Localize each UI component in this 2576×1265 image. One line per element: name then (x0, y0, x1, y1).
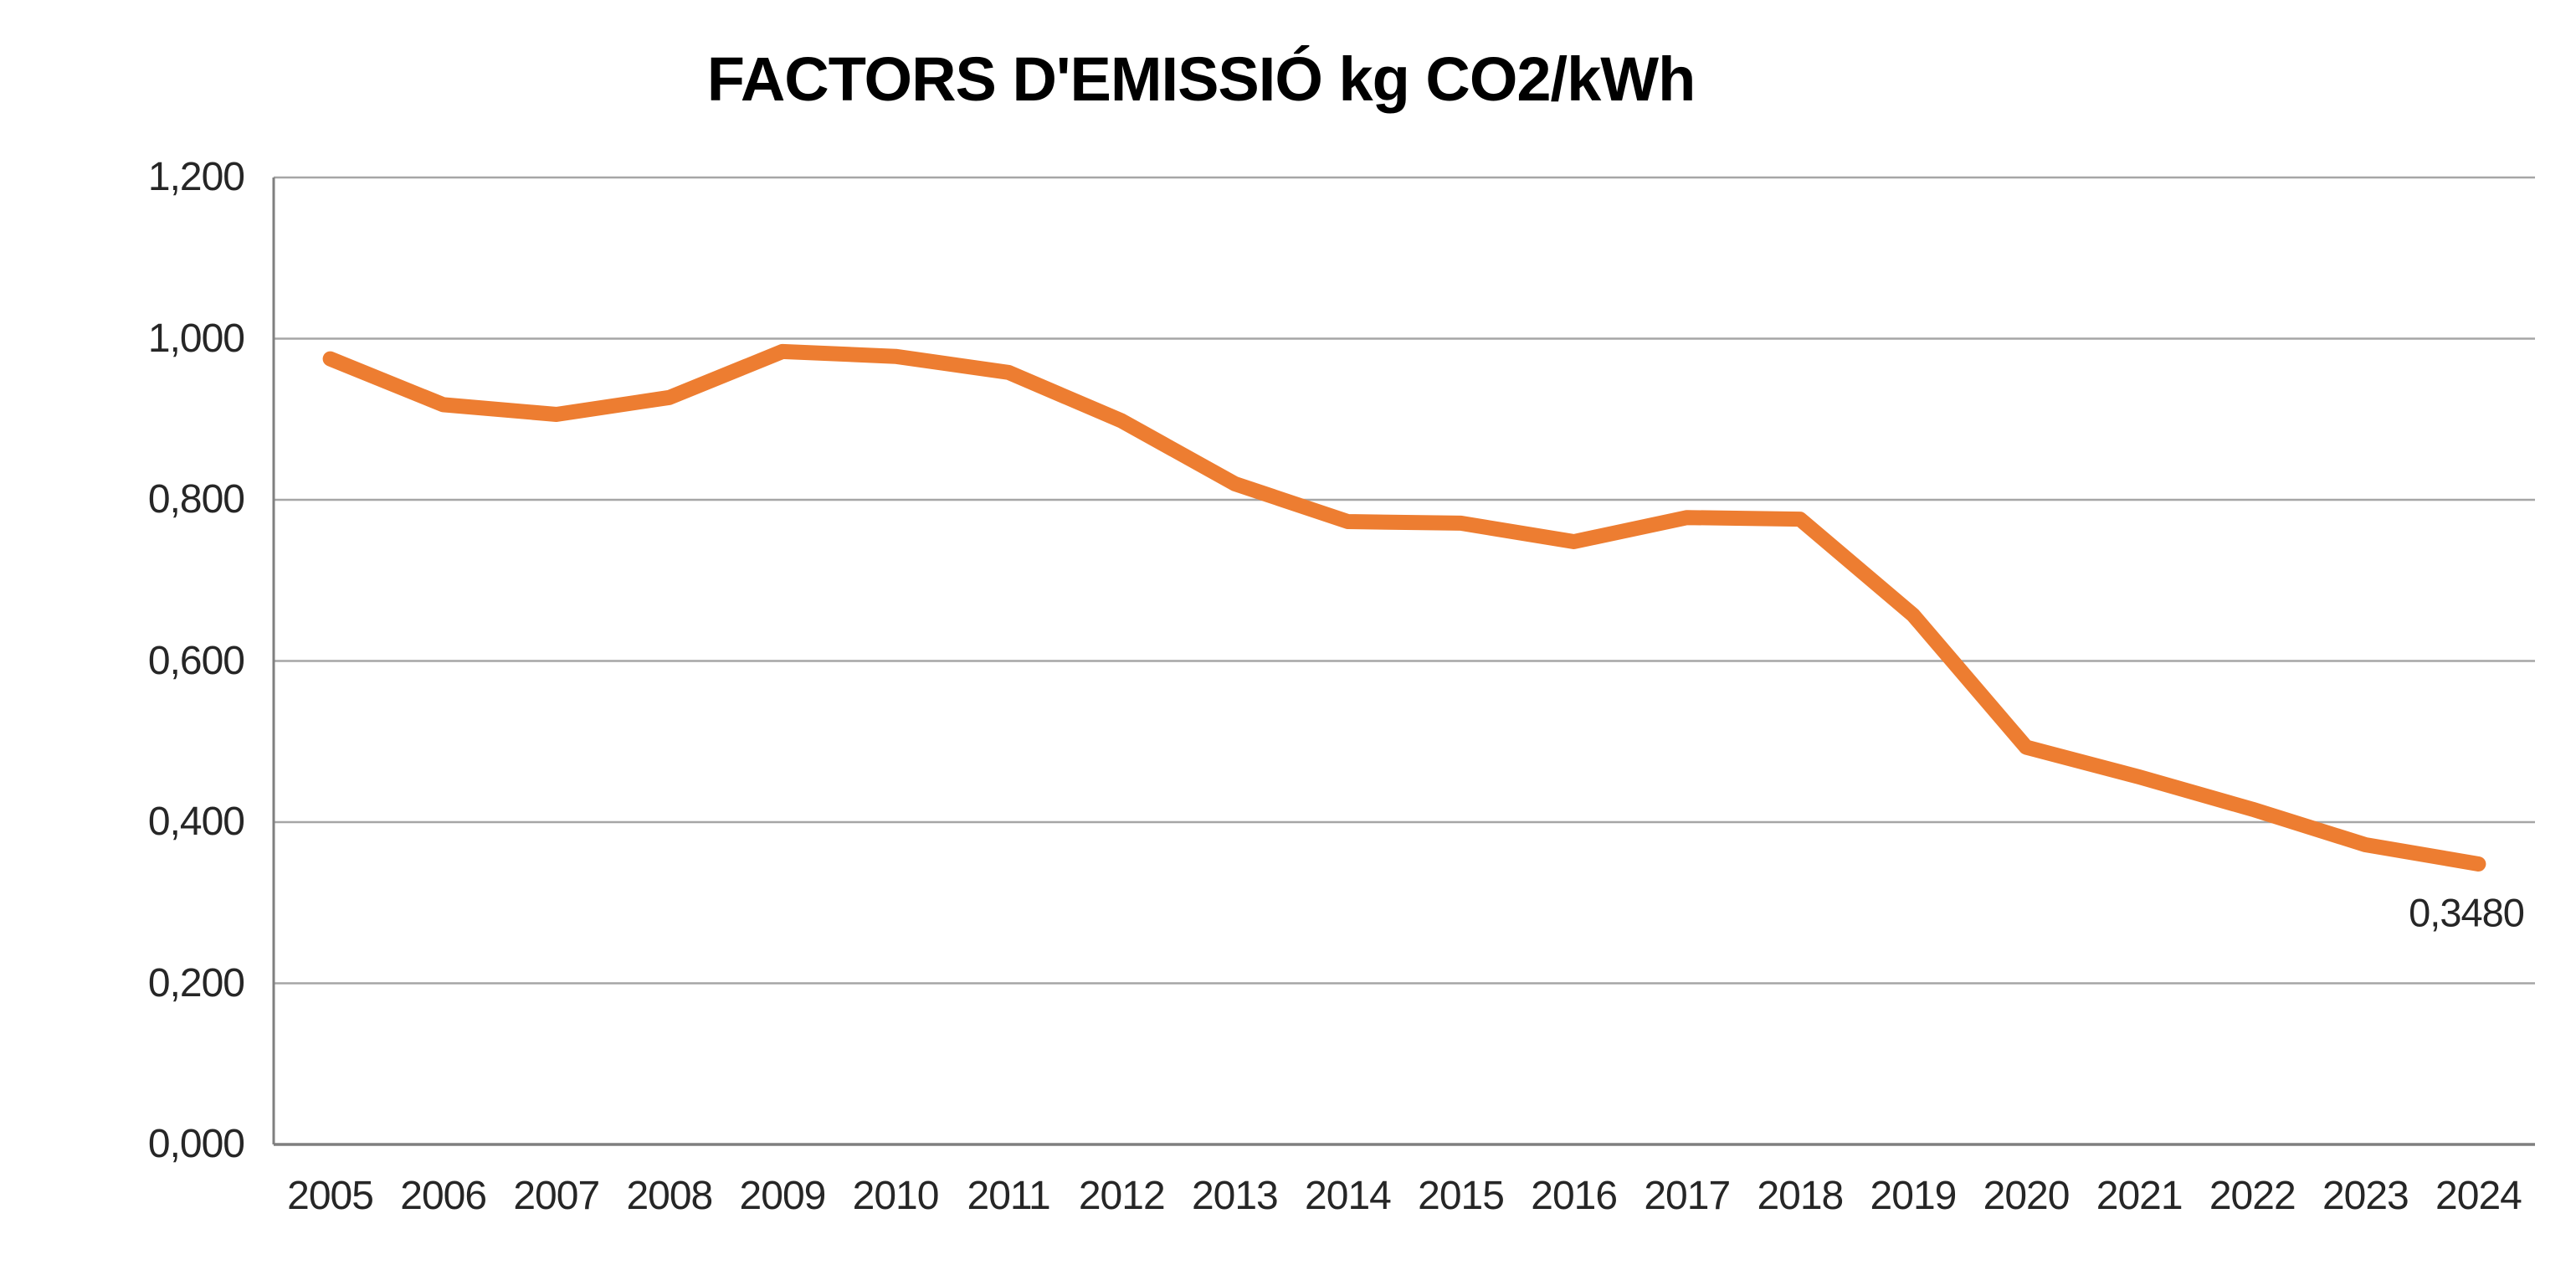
x-axis-tick-label: 2024 (2435, 1174, 2522, 1218)
y-axis-tick-label: 0,800 (147, 477, 245, 522)
x-axis-tick-label: 2007 (513, 1174, 600, 1218)
x-axis-tick-label: 2012 (1078, 1174, 1166, 1218)
y-axis-tick-label: 0,600 (147, 638, 245, 683)
x-axis-tick-label: 2010 (852, 1174, 940, 1218)
y-axis-tick-label: 0,400 (147, 800, 245, 844)
y-axis-tick-label: 0,000 (147, 1122, 245, 1166)
y-axis-tick-label: 1,000 (147, 316, 245, 361)
x-axis-tick-label: 2006 (400, 1174, 487, 1218)
x-axis-tick-label: 2008 (626, 1174, 713, 1218)
x-axis-tick-label: 2017 (1644, 1174, 1731, 1218)
x-axis-tick-label: 2014 (1305, 1174, 1392, 1218)
emission-line-series (322, 343, 2486, 872)
x-axis-tick-label: 2016 (1531, 1174, 1618, 1218)
chart-title: FACTORS D'EMISSIÓ kg CO2/kWh (706, 44, 1696, 114)
data-point-label: 0,3480 (2409, 890, 2525, 935)
y-axis-tick-label: 1,200 (147, 155, 245, 199)
y-axis-tick-label: 0,200 (147, 960, 245, 1005)
x-axis-tick-label: 2021 (2096, 1174, 2183, 1218)
x-axis-tick-label: 2022 (2209, 1174, 2296, 1218)
x-axis-tick-label: 2011 (967, 1174, 1051, 1218)
x-axis-tick-label: 2005 (287, 1174, 374, 1218)
x-axis-tick-label: 2023 (2322, 1174, 2409, 1218)
x-axis-tick-label: 2019 (1870, 1174, 1958, 1218)
x-axis-tick-label: 2015 (1418, 1174, 1505, 1218)
x-axis-tick-label: 2020 (1983, 1174, 2071, 1218)
x-axis-tick-label: 2013 (1191, 1174, 1279, 1218)
x-axis-tick-label: 2018 (1757, 1174, 1844, 1218)
x-axis-tick-label: 2009 (739, 1174, 827, 1218)
